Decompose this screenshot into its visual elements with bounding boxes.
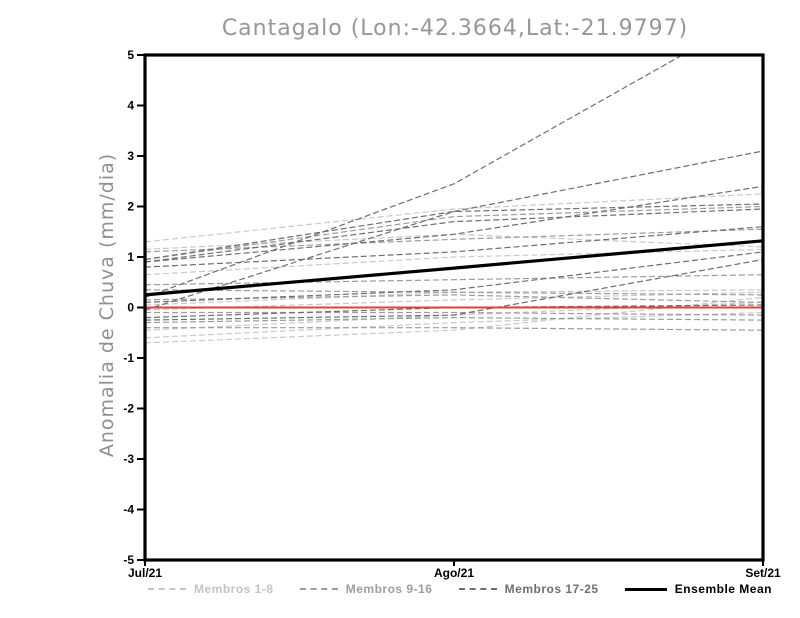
member-line xyxy=(145,289,763,296)
legend-item-membros-1-8: Membros 1-8 xyxy=(148,582,274,596)
svg-text:Set/21: Set/21 xyxy=(745,566,781,580)
svg-text:-3: -3 xyxy=(123,452,134,466)
svg-text:Jul/21: Jul/21 xyxy=(128,566,162,580)
member-line xyxy=(145,251,763,303)
svg-text:2: 2 xyxy=(127,200,134,214)
member-line xyxy=(145,316,763,324)
member-line xyxy=(145,327,763,331)
svg-text:Ago/21: Ago/21 xyxy=(434,566,474,580)
legend-label: Membros 9-16 xyxy=(345,582,433,596)
member-line xyxy=(145,274,763,286)
legend-item-ensemble-mean: Ensemble Mean xyxy=(624,582,772,596)
svg-text:-4: -4 xyxy=(123,503,134,517)
legend-label: Membros 17-25 xyxy=(504,582,599,596)
member-line xyxy=(145,296,763,344)
legend-label: Ensemble Mean xyxy=(674,582,772,596)
svg-text:4: 4 xyxy=(127,99,134,113)
legend-label: Membros 1-8 xyxy=(194,582,274,596)
legend-item-membros-17-25: Membros 17-25 xyxy=(458,582,599,596)
member-line xyxy=(145,208,763,263)
member-line xyxy=(145,193,763,243)
dashed-line-sample-icon xyxy=(148,588,186,590)
legend: Membros 1-8 Membros 9-16 Membros 17-25 E… xyxy=(148,582,772,596)
member-line xyxy=(145,258,763,321)
svg-text:1: 1 xyxy=(127,250,134,264)
member-line xyxy=(145,205,763,261)
x-axis-ticks: Jul/21 Ago/21 Set/21 xyxy=(128,560,781,580)
dashed-line-sample-icon xyxy=(458,588,497,590)
member-line xyxy=(145,248,763,276)
data-lines xyxy=(145,55,763,344)
chart-title: Cantagalo (Lon:-42.3664,Lat:-21.9797) xyxy=(221,16,689,41)
member-line xyxy=(145,226,763,268)
svg-text:3: 3 xyxy=(127,149,134,163)
svg-text:-2: -2 xyxy=(123,402,134,416)
member-line xyxy=(145,55,684,298)
member-line xyxy=(145,203,763,261)
svg-text:-5: -5 xyxy=(123,553,134,567)
ensemble-mean-line xyxy=(145,239,763,297)
member-line xyxy=(145,311,763,339)
y-axis-ticks: -5 -4 -3 -2 -1 0 1 2 3 4 5 xyxy=(123,48,145,567)
member-line xyxy=(145,150,763,311)
svg-text:0: 0 xyxy=(127,301,134,315)
member-line xyxy=(145,311,763,316)
legend-item-membros-9-16: Membros 9-16 xyxy=(299,582,433,596)
dashed-line-sample-icon xyxy=(299,588,338,590)
svg-text:5: 5 xyxy=(127,48,134,62)
svg-text:-1: -1 xyxy=(123,351,134,365)
solid-line-sample-icon xyxy=(624,587,667,591)
member-line xyxy=(145,228,763,253)
member-line xyxy=(145,185,763,263)
